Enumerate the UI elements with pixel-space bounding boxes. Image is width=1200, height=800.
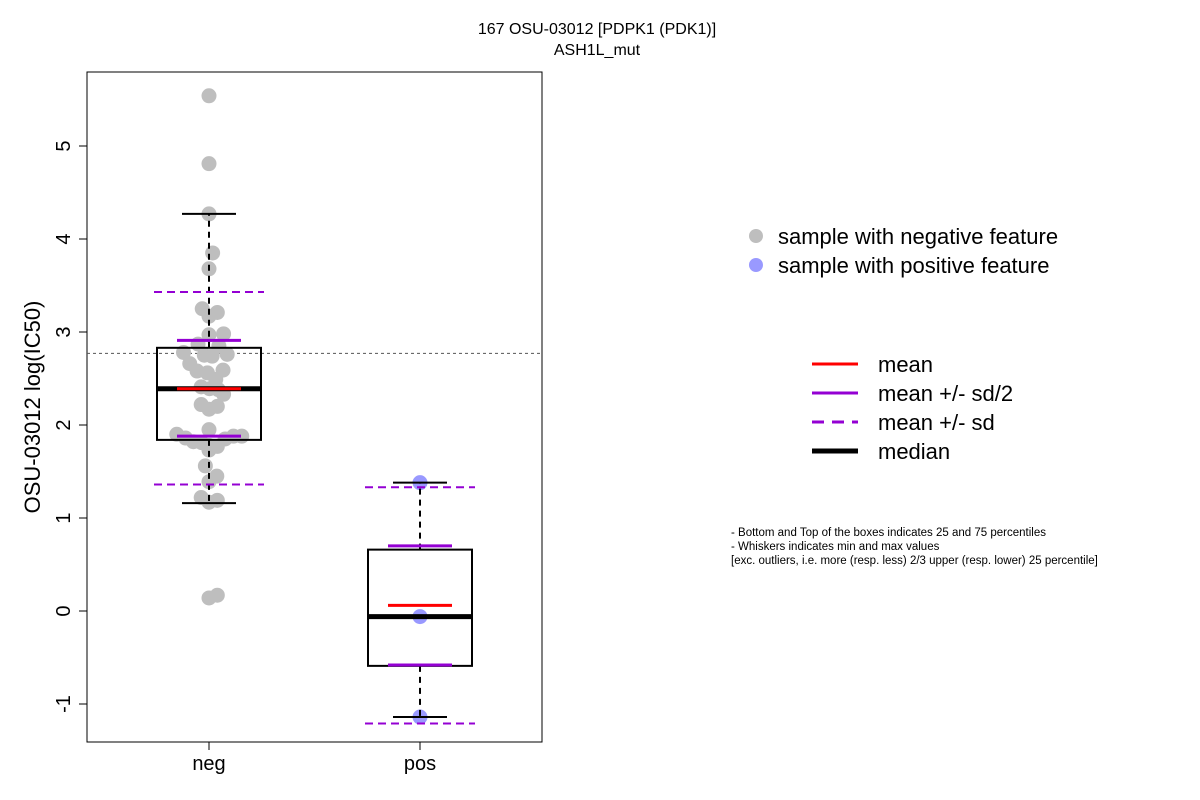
legend-label: median <box>878 439 950 464</box>
data-point <box>209 398 225 414</box>
plot-frame <box>86 71 543 743</box>
data-point <box>204 348 220 364</box>
y-tick-label: 2 <box>53 419 75 430</box>
x-tick-label: pos <box>404 753 436 775</box>
legend-label: mean <box>878 352 933 377</box>
y-tick-label: 3 <box>53 326 75 337</box>
data-point <box>201 422 217 438</box>
data-point <box>209 492 225 508</box>
data-point <box>201 156 217 172</box>
box <box>367 548 473 667</box>
data-point <box>201 88 217 104</box>
note-line: - Whiskers indicates min and max values <box>731 541 940 553</box>
note-line: - Bottom and Top of the boxes indicates … <box>731 527 1046 539</box>
notes: - Bottom and Top of the boxes indicates … <box>731 527 1098 567</box>
y-axis-label: OSU-03012 log(IC50) <box>20 301 45 514</box>
legend-marker <box>749 229 763 243</box>
group-neg <box>154 88 264 606</box>
legend-label: mean +/- sd <box>878 410 995 435</box>
data-point <box>201 442 217 458</box>
legend-label: sample with positive feature <box>778 253 1049 278</box>
data-point <box>205 245 221 261</box>
chart-subtitle: ASH1L_mut <box>554 42 641 59</box>
legend-marker <box>749 258 763 272</box>
y-tick-label: 5 <box>53 140 75 151</box>
data-point <box>201 308 217 324</box>
legend-label: mean +/- sd/2 <box>878 381 1013 406</box>
data-point <box>219 346 235 362</box>
x-tick-label: neg <box>192 753 225 775</box>
axes: -1 0 1 2 3 4 5 neg pos <box>53 140 436 775</box>
y-tick-label: 1 <box>53 512 75 523</box>
plot-area <box>87 88 542 725</box>
y-tick-label: 4 <box>53 233 75 244</box>
data-point <box>209 587 225 603</box>
note-line: [exc. outliers, i.e. more (resp. less) 2… <box>731 555 1098 567</box>
data-point <box>216 326 232 342</box>
legend: sample with negative feature sample with … <box>749 224 1058 464</box>
group-pos <box>365 475 475 725</box>
chart-title: 167 OSU-03012 [PDPK1 (PDK1)] <box>478 21 716 38</box>
box <box>156 346 262 441</box>
data-point <box>197 458 213 474</box>
legend-label: sample with negative feature <box>778 224 1058 249</box>
y-tick-label: -1 <box>53 695 75 713</box>
y-tick-label: 0 <box>53 605 75 616</box>
